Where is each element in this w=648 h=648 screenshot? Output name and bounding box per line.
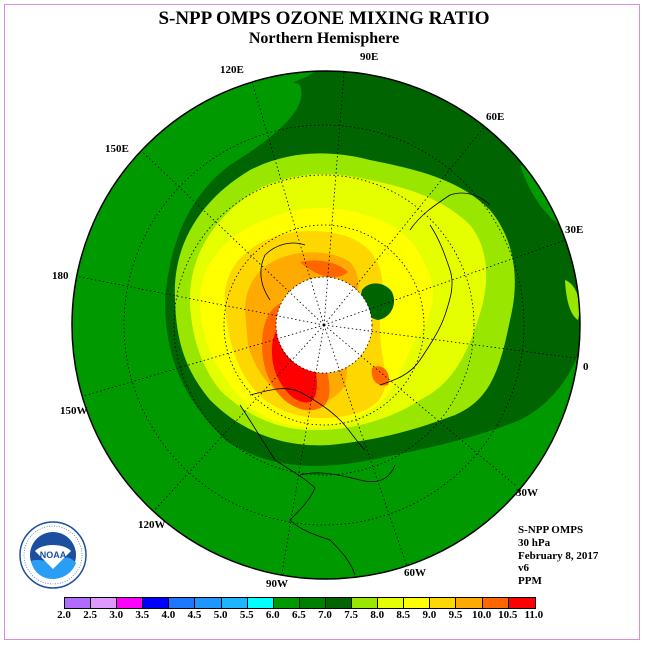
coastlines: [239, 192, 491, 576]
colorbar-cell: [299, 598, 326, 608]
info-date: February 8, 2017: [518, 549, 599, 562]
lon-label-60e: 60E: [486, 111, 504, 123]
contour-6-5-region: [72, 79, 580, 579]
noaa-logo: NOAA: [19, 521, 87, 589]
lon-label-180: 180: [52, 270, 69, 282]
colorbar-label: 6.5: [292, 609, 306, 621]
colorbar-label: 2.5: [83, 609, 97, 621]
colorbar-cell: [508, 598, 535, 608]
lon-label-30e: 30E: [565, 224, 583, 236]
map-subtitle: Northern Hemisphere: [248, 30, 400, 47]
lon-label-30w: 30W: [516, 487, 538, 499]
contour-7-5: [565, 280, 580, 320]
colorbar-cell: [221, 598, 248, 608]
colorbar-cell: [430, 598, 457, 608]
colorbar-label: 4.0: [161, 609, 176, 621]
colorbar-label: 4.5: [187, 609, 202, 621]
lon-label-90e: 90E: [360, 51, 378, 63]
info-block: S-NPP OMPS 30 hPa February 8, 2017 v6 PP…: [518, 524, 598, 588]
colorbar-cell: [482, 598, 509, 608]
info-version: v6: [518, 562, 529, 575]
lon-label-0: 0: [583, 361, 589, 373]
colorbar-label: 9.5: [448, 609, 463, 621]
info-units: PPM: [518, 575, 542, 588]
lon-label-120w: 120W: [138, 519, 166, 531]
colorbar-cell: [456, 598, 483, 608]
colorbar-label: 11.0: [524, 609, 544, 621]
colorbar-cell: [325, 598, 353, 608]
colorbar-label: 5.5: [239, 609, 254, 621]
logo-text: NOAA: [40, 550, 67, 560]
colorbar-cell: [273, 598, 300, 608]
contour-fields: [72, 71, 580, 579]
lon-label-150e: 150E: [105, 143, 129, 155]
colorbar-label: 2.0: [57, 609, 71, 621]
colorbar-label: 3.5: [135, 609, 150, 621]
colorbar-label: 6.0: [265, 609, 280, 621]
colorbar-label: 8.0: [370, 609, 385, 621]
map-title: S-NPP OMPS OZONE MIXING RATIO: [158, 8, 490, 29]
colorbar-label: 9.0: [422, 609, 437, 621]
colorbar-label: 8.5: [396, 609, 411, 621]
colorbar-label: 7.5: [344, 609, 358, 621]
colorbar-cell: [143, 598, 170, 608]
map-boundary: [71, 70, 581, 580]
colorbar-cell: [169, 598, 196, 608]
figure-frame: [4, 4, 640, 640]
lon-label-60w: 60W: [404, 567, 426, 579]
contour-10-0: [300, 260, 348, 278]
info-instrument: S-NPP OMPS: [518, 524, 584, 536]
colorbar-labels: 2.0 2.5 3.0 3.5 4.0 4.5 5.0 5.5 6.0 6.5 7.0 7.5 8.0 8…: [53, 609, 598, 623]
contour-10-0: [371, 366, 389, 386]
contour-6-5-region: [520, 165, 561, 225]
colorbar-cell: [247, 598, 274, 608]
colorbar: [64, 597, 536, 609]
info-level: 30 hPa: [518, 536, 551, 549]
latitude-circles: [123, 124, 525, 526]
colorbar-cell: [352, 598, 379, 608]
colorbar-cell: [378, 598, 405, 608]
colorbar-cell: [91, 598, 118, 608]
colorbar-label: 10.5: [498, 609, 518, 621]
meridians: [72, 71, 580, 579]
colorbar-cell: [404, 598, 431, 608]
colorbar-cell: [65, 598, 92, 608]
colorbar-label: 7.0: [318, 609, 332, 621]
lon-label-90w: 90W: [266, 578, 288, 590]
lon-label-150w: 150W: [60, 405, 88, 417]
colorbar-label: 10.0: [471, 609, 492, 621]
colorbar-cell: [195, 598, 222, 608]
colorbar-label: 3.0: [109, 609, 124, 621]
lon-label-120e: 120E: [220, 64, 244, 76]
colorbar-cell: [117, 598, 144, 608]
colorbar-label: 5.0: [213, 609, 228, 621]
contour-6-5-region: [260, 485, 393, 576]
